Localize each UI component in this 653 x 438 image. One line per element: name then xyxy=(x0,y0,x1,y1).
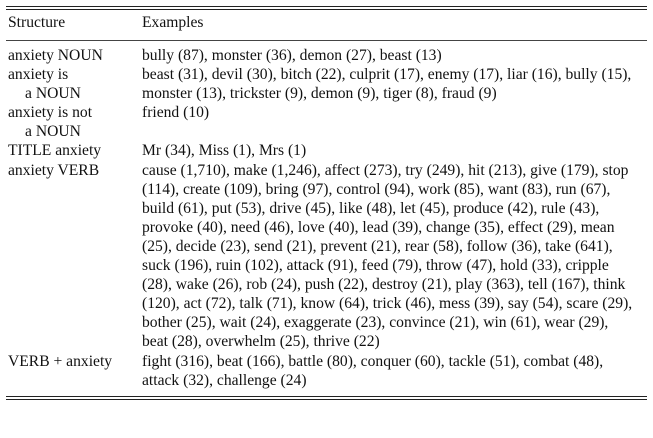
table-row: VERB + anxiety fight (316), beat (166), … xyxy=(6,352,647,390)
examples-text: build (61), put (53), drive (45), like (… xyxy=(142,199,600,217)
examples-text: beast (31), devil (30), bitch (22), culp… xyxy=(142,66,632,84)
table-bottom-rule-inner xyxy=(6,398,647,400)
examples-text: cause (1,710), make (1,246), affect (273… xyxy=(142,161,629,179)
examples-cell: fight (316), beat (166), battle (80), co… xyxy=(142,352,647,390)
examples-cell: beast (31), devil (30), bitch (22), culp… xyxy=(142,65,647,103)
examples-text: Mr (34), Miss (1), Mrs (1) xyxy=(142,142,307,160)
table-row: anxiety is not a NOUN friend (10) xyxy=(6,103,647,141)
structure-text: VERB + anxiety xyxy=(8,352,113,370)
table-row: anxiety NOUN bully (87), monster (36), d… xyxy=(6,46,647,65)
table-body: anxiety NOUN bully (87), monster (36), d… xyxy=(6,41,647,390)
table-top-rule-inner xyxy=(6,9,647,10)
structure-cell: anxiety is not a NOUN xyxy=(6,103,142,141)
structure-cell: TITLE anxiety xyxy=(6,141,142,160)
structure-text: anxiety is xyxy=(8,66,69,84)
examples-text: (114), create (109), bring (97), control… xyxy=(142,180,611,198)
header-divider-rule xyxy=(6,40,647,41)
examples-text: (25), decide (23), send (21), prevent (2… xyxy=(142,237,613,255)
structure-cell: anxiety VERB xyxy=(6,161,142,352)
structure-cell: anxiety NOUN xyxy=(6,46,142,65)
structure-text-continued: a NOUN xyxy=(25,123,81,141)
examples-text: (28), wake (26), rob (24), push (22), de… xyxy=(142,276,626,294)
table-row: anxiety VERB cause (1,710), make (1,246)… xyxy=(6,161,647,352)
examples-text: (120), act (72), talk (71), know (64), t… xyxy=(142,295,633,313)
structure-cell: VERB + anxiety xyxy=(6,352,142,390)
examples-text: monster (13), trickster (9), demon (9), … xyxy=(142,85,497,103)
structure-text: anxiety VERB xyxy=(8,161,100,179)
examples-cell: Mr (34), Miss (1), Mrs (1) xyxy=(142,141,647,160)
table-top-rule xyxy=(6,6,647,7)
table-bottom-rule xyxy=(6,395,647,397)
examples-text: bother (25), wait (24), exaggerate (23),… xyxy=(142,314,609,332)
structure-cell: anxiety is a NOUN xyxy=(6,65,142,103)
structure-text-continued: a NOUN xyxy=(25,85,81,103)
examples-cell: friend (10) xyxy=(142,103,647,141)
table-row: TITLE anxiety Mr (34), Miss (1), Mrs (1) xyxy=(6,141,647,160)
examples-text: suck (196), ruin (102), attack (91), fee… xyxy=(142,257,609,275)
structure-examples-table: Structure Examples anxiety NOUN bully (8… xyxy=(6,0,647,400)
examples-cell: bully (87), monster (36), demon (27), be… xyxy=(142,46,647,65)
header-structure: Structure xyxy=(8,14,66,31)
header-examples: Examples xyxy=(142,14,204,31)
structure-text: anxiety is not xyxy=(8,104,93,122)
examples-text: fight (316), beat (166), battle (80), co… xyxy=(142,352,604,370)
examples-cell: cause (1,710), make (1,246), affect (273… xyxy=(142,161,647,352)
structure-text: TITLE anxiety xyxy=(8,142,102,160)
examples-text: beat (28), overwhelm (25), thrive (22) xyxy=(142,333,380,351)
structure-text: anxiety NOUN xyxy=(8,47,103,64)
examples-text: bully (87), monster (36), demon (27), be… xyxy=(142,47,442,64)
examples-text: attack (32), challenge (24) xyxy=(142,371,307,389)
examples-text: provoke (40), need (46), love (40), lead… xyxy=(142,218,615,236)
examples-text: friend (10) xyxy=(142,104,210,122)
table-row: anxiety is a NOUN beast (31), devil (30)… xyxy=(6,65,647,103)
table-header-row: Structure Examples xyxy=(6,12,647,34)
